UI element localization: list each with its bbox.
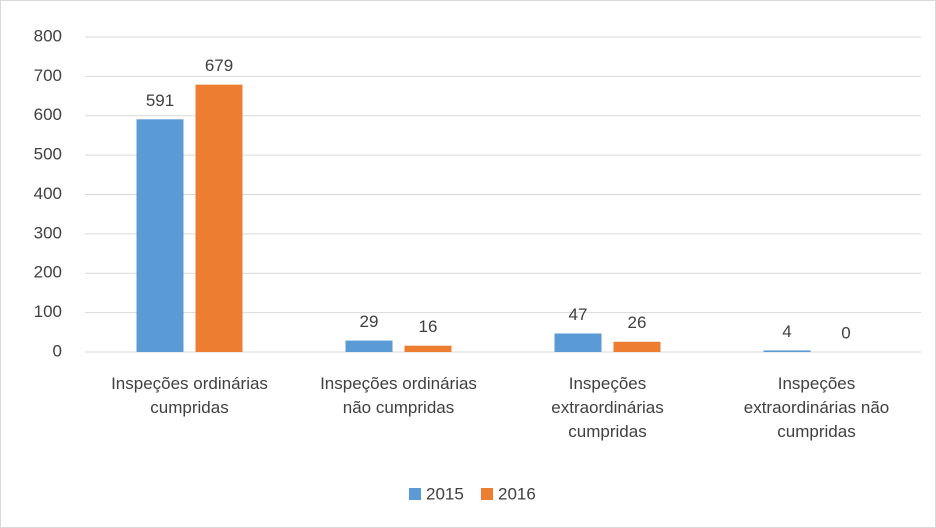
bar bbox=[613, 341, 661, 352]
bar bbox=[136, 119, 184, 352]
bar bbox=[404, 345, 452, 352]
y-tick-label: 300 bbox=[34, 223, 62, 242]
legend-swatch bbox=[409, 488, 421, 500]
bar bbox=[195, 84, 243, 353]
data-label: 679 bbox=[205, 56, 233, 75]
y-tick-label: 200 bbox=[34, 263, 62, 282]
bar bbox=[554, 333, 602, 352]
x-tick-label: Inspeções extraordinárias cumpridas bbox=[551, 374, 664, 441]
data-label: 29 bbox=[360, 312, 379, 331]
y-tick-label: 600 bbox=[34, 105, 62, 124]
data-label: 26 bbox=[628, 313, 647, 332]
legend-label: 2015 bbox=[426, 484, 464, 503]
bar bbox=[763, 350, 811, 352]
legend-swatch bbox=[481, 488, 493, 500]
x-tick-label: Inspeções extraordinárias não cumpridas bbox=[743, 374, 890, 441]
x-tick-label: Inspeções ordinárias não cumpridas bbox=[320, 374, 477, 417]
y-tick-label: 400 bbox=[34, 184, 62, 203]
x-tick-label: Inspeções ordinárias cumpridas bbox=[111, 374, 268, 417]
y-tick-label: 800 bbox=[34, 26, 62, 45]
y-tick-label: 700 bbox=[34, 66, 62, 85]
data-label: 591 bbox=[146, 91, 174, 110]
data-label: 16 bbox=[419, 317, 438, 336]
legend-label: 2016 bbox=[498, 484, 536, 503]
data-label: 0 bbox=[841, 323, 850, 342]
bar bbox=[345, 340, 393, 352]
y-tick-label: 0 bbox=[53, 341, 62, 360]
data-label: 47 bbox=[569, 305, 588, 324]
y-tick-label: 500 bbox=[34, 145, 62, 164]
data-label: 4 bbox=[782, 322, 791, 341]
y-tick-label: 100 bbox=[34, 302, 62, 321]
